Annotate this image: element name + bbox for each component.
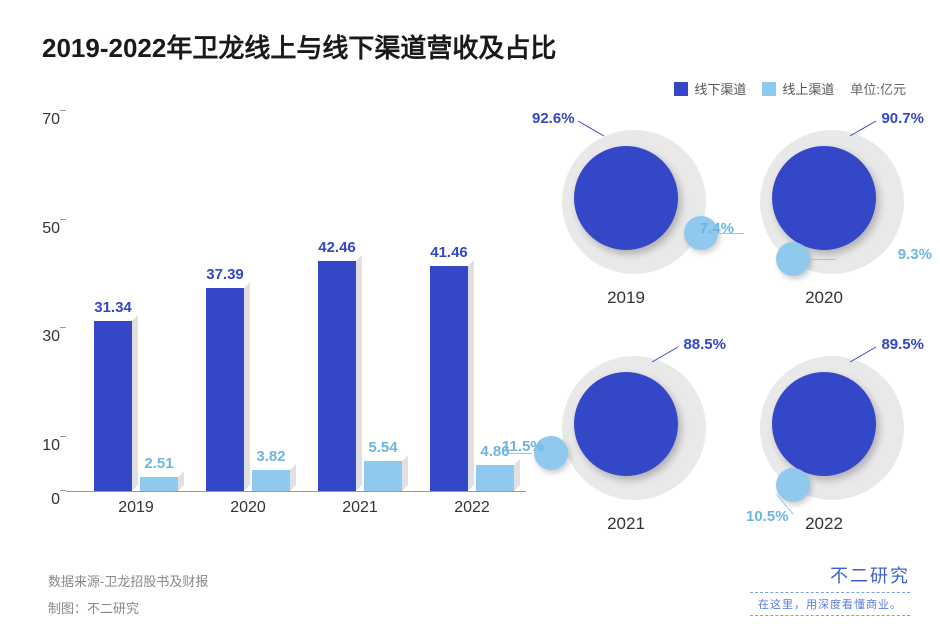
bar-online: 3.82 xyxy=(252,470,290,491)
legend-online-swatch xyxy=(762,82,776,96)
legend-online-label: 线上渠道 xyxy=(782,79,834,98)
bar-value-label: 2.51 xyxy=(144,455,173,472)
offline-pct-label: 89.5% xyxy=(881,336,924,353)
bar-offline: 41.46 xyxy=(430,266,468,491)
offline-circle xyxy=(772,146,876,250)
bar-offline: 42.46 xyxy=(318,261,356,491)
online-circle xyxy=(776,242,810,276)
bar-offline: 37.39 xyxy=(206,288,244,491)
bar-value-label: 37.39 xyxy=(206,266,244,283)
brand-tagline: 在这里，用深度看懂商业。 xyxy=(750,592,910,616)
bar-value-label: 3.82 xyxy=(256,448,285,465)
pie-year-label: 2021 xyxy=(607,514,645,534)
legend: 线下渠道 线上渠道 单位:亿元 xyxy=(30,79,910,98)
online-pct-label: 9.3% xyxy=(898,246,932,263)
online-pct-label: 7.4% xyxy=(700,220,734,237)
bar-group: 41.46 4.86 xyxy=(430,266,514,491)
online-pct-label: 10.5% xyxy=(746,508,789,525)
x-category: 2021 xyxy=(342,499,378,517)
bar-offline: 31.34 xyxy=(94,321,132,491)
online-circle xyxy=(776,468,810,502)
pie-cell-2019: 92.6%7.4%2019 xyxy=(536,108,716,308)
legend-offline-label: 线下渠道 xyxy=(694,79,746,98)
y-tick: 30 xyxy=(30,328,60,346)
brand-name: 不二研究 xyxy=(750,562,910,588)
legend-unit: 单位:亿元 xyxy=(850,79,906,98)
offline-circle xyxy=(574,146,678,250)
chart-title: 2019-2022年卫龙线上与线下渠道营收及占比 xyxy=(42,28,910,65)
legend-online: 线上渠道 xyxy=(762,79,834,98)
bar-value-label: 31.34 xyxy=(94,299,132,316)
bar-value-label: 5.54 xyxy=(368,439,397,456)
offline-circle xyxy=(772,372,876,476)
bar-chart: 0 10 30 50 70 31.34 2.51 2019 37.39 3.82 2020 42.46… xyxy=(30,102,526,542)
y-tick: 0 xyxy=(30,491,60,509)
bar-group: 42.46 5.54 xyxy=(318,261,402,491)
bar-value-label: 41.46 xyxy=(430,244,468,261)
pie-cell-2022: 89.5%10.5%2022 xyxy=(734,334,914,534)
legend-offline-swatch xyxy=(674,82,688,96)
offline-pct-label: 92.6% xyxy=(532,110,575,127)
y-tick: 70 xyxy=(30,111,60,129)
x-category: 2022 xyxy=(454,499,490,517)
pie-cell-2021: 88.5%11.5%2021 xyxy=(536,334,716,534)
legend-offline: 线下渠道 xyxy=(674,79,746,98)
pie-year-label: 2020 xyxy=(805,288,843,308)
bar-group: 37.39 3.82 xyxy=(206,288,290,491)
pie-cell-2020: 90.7%9.3%2020 xyxy=(734,108,914,308)
bar-group: 31.34 2.51 xyxy=(94,321,178,491)
bar-online: 5.54 xyxy=(364,461,402,491)
bar-value-label: 42.46 xyxy=(318,239,356,256)
y-tick: 10 xyxy=(30,437,60,455)
pie-year-label: 2022 xyxy=(805,514,843,534)
pie-panel: 92.6%7.4%201990.7%9.3%202088.5%11.5%2021… xyxy=(536,102,914,542)
pie-year-label: 2019 xyxy=(607,288,645,308)
x-category: 2019 xyxy=(118,499,154,517)
bar-online: 2.51 xyxy=(140,477,178,491)
offline-pct-label: 90.7% xyxy=(881,110,924,127)
offline-pct-label: 88.5% xyxy=(683,336,726,353)
offline-circle xyxy=(574,372,678,476)
bar-online: 4.86 xyxy=(476,465,514,491)
y-tick: 50 xyxy=(30,220,60,238)
brand-box: 不二研究 在这里，用深度看懂商业。 xyxy=(750,562,910,616)
x-category: 2020 xyxy=(230,499,266,517)
